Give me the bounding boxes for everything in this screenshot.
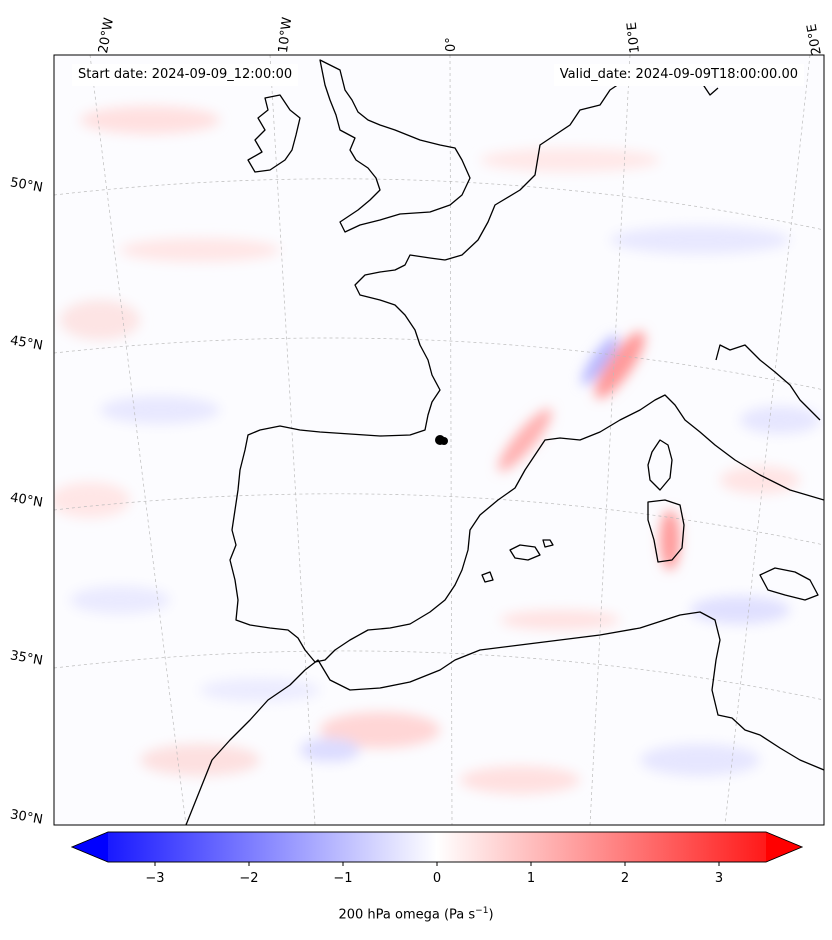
colorbar-max-extend: [766, 832, 802, 862]
colorbar-label-close: ): [488, 907, 494, 923]
colorbar-tick-label: 2: [620, 871, 630, 886]
colorbar-label-exponent: −1: [475, 906, 489, 916]
balearic-coast: [509, 544, 541, 561]
colorbar-tick-label: 0: [432, 871, 442, 886]
graticule: [54, 55, 824, 825]
colorbar-min-extend: [72, 832, 108, 862]
colorbar-label: 200 hPa omega (Pa s−1): [0, 906, 832, 922]
colorbar-tick-label: −1: [333, 871, 353, 886]
omega-field: [54, 106, 820, 794]
sardinia-coast: [647, 499, 685, 563]
corsica-coast: [647, 439, 673, 491]
colorbar-tick-label: 1: [526, 871, 536, 886]
lon-label-10e: 10°E: [624, 21, 643, 55]
colorbar-label-main: 200 hPa omega (Pa s: [338, 907, 476, 923]
sicily-coast: [759, 567, 819, 601]
italy-coast: [715, 344, 821, 421]
brittany-coast: [229, 254, 824, 663]
colorbar: [70, 831, 804, 866]
colorbar-tick-label: −3: [145, 871, 165, 886]
north-africa-coast: [185, 611, 824, 825]
map-border: [53, 54, 825, 826]
colorbar-tick-label: 3: [714, 871, 724, 886]
lon-label-0: 0°: [444, 37, 459, 52]
britain-coast: [319, 59, 471, 233]
ireland-coast: [247, 94, 301, 173]
colorbar-tick-label: −2: [239, 871, 259, 886]
valid-date-label: Valid_date: 2024-09-09T18:00:00.00: [553, 64, 804, 86]
start-date-label: Start date: 2024-09-09_12:00:00: [72, 64, 299, 86]
